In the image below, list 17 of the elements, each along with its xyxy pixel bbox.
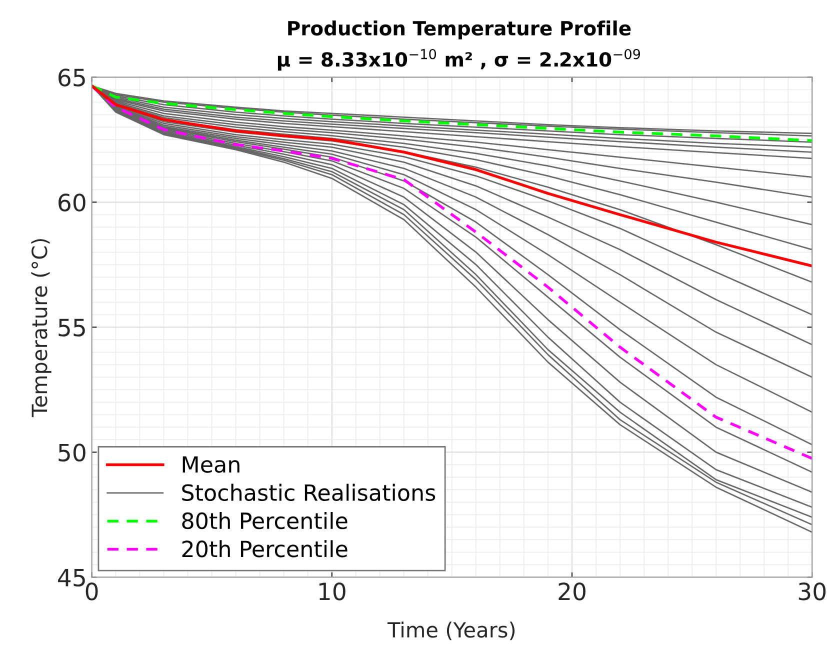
y-tick-label: 50 [58, 444, 86, 462]
x-tick-label: 20 [558, 582, 586, 600]
x-axis-title: Time (Years) [387, 622, 515, 640]
chart-title: Production Temperature Profile [288, 20, 631, 40]
x-tick-label: 0 [86, 582, 98, 600]
legend-label: Mean [182, 456, 240, 473]
legend-label: Stochastic Realisations [182, 484, 436, 502]
y-tick-label: 60 [58, 194, 86, 212]
legend-label: 20th Percentile [182, 540, 348, 558]
legend-label: 80th Percentile [182, 512, 348, 530]
y-tick-label: 45 [58, 568, 85, 587]
y-tick-label: 55 [58, 318, 85, 336]
y-axis-title: Temperature (°C) [31, 239, 52, 418]
chart-subtitle: μ = 8.33x10$^{−10}$ m² , σ = 2.2x10$^{−09}$ [278, 48, 640, 71]
y-tick-label: 65 [58, 68, 85, 86]
x-tick-label: 10 [319, 582, 346, 600]
x-tick-label: 30 [798, 582, 826, 600]
